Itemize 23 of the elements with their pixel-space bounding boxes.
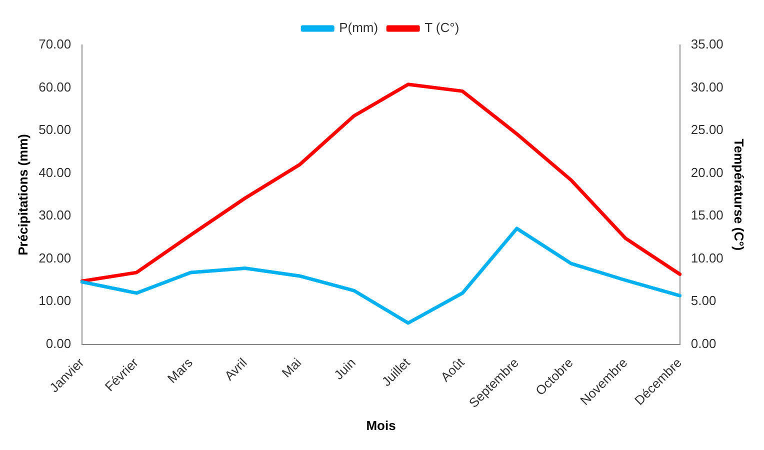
x-tick-label: Juin bbox=[331, 354, 358, 382]
y2-tick-label: 35.00 bbox=[690, 36, 724, 52]
y2-tick-label: 5.00 bbox=[690, 293, 716, 308]
y-tick-label: 30.00 bbox=[38, 208, 72, 223]
y-tick-label: 0.00 bbox=[46, 336, 72, 351]
y2-tick-label: 20.00 bbox=[690, 164, 724, 180]
y-tick-label: 60.00 bbox=[38, 79, 72, 94]
y2-tick-label: 30.00 bbox=[690, 79, 724, 94]
y2-tick-label: 25.00 bbox=[690, 122, 724, 138]
y-tick-label: 70.00 bbox=[38, 36, 72, 52]
legend-label: T (C°) bbox=[424, 20, 460, 36]
y2-tick-label: 0.00 bbox=[690, 336, 716, 351]
y-axis-title: Précipitations (mm) bbox=[15, 134, 30, 256]
x-axis-title: Mois bbox=[366, 418, 396, 433]
y2-tick-label: 10.00 bbox=[690, 250, 724, 266]
y2-axis-title: Températurse (C°) bbox=[732, 138, 747, 251]
legend-label: P(mm) bbox=[339, 20, 378, 36]
x-tick-label: Mai bbox=[278, 354, 304, 380]
y-tick-label: 20.00 bbox=[38, 250, 72, 266]
y2-tick-label: 15.00 bbox=[690, 208, 724, 223]
y-tick-label: 50.00 bbox=[38, 122, 72, 138]
y-tick-label: 40.00 bbox=[38, 164, 72, 180]
y-tick-label: 10.00 bbox=[38, 293, 72, 308]
